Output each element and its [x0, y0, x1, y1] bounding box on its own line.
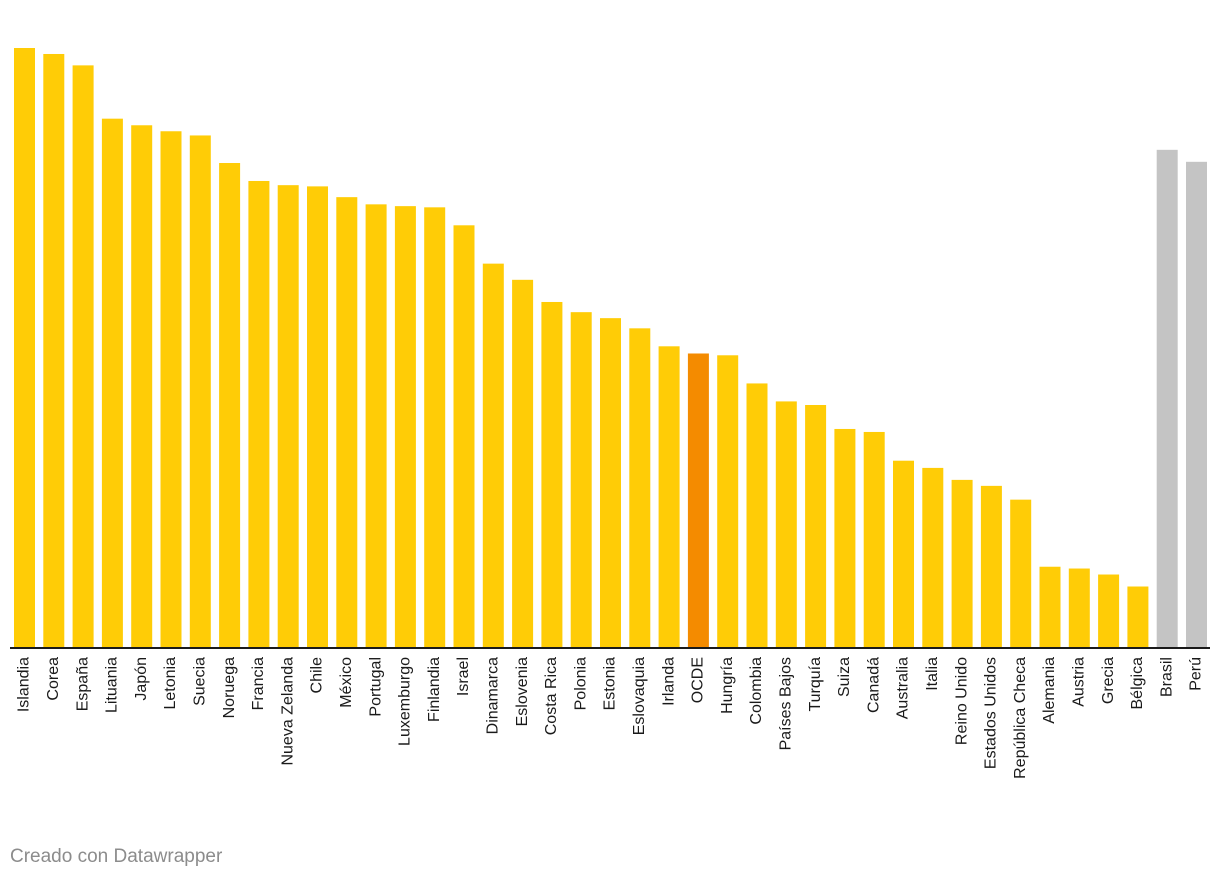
- tick-label-japon: Japón: [133, 657, 150, 701]
- tick-label-eslovaquia: Eslovaquia: [631, 657, 648, 735]
- tick-label-italia: Italia: [924, 657, 941, 691]
- bar-hungria[interactable]: [717, 355, 739, 647]
- bar-alemania[interactable]: [1039, 566, 1061, 647]
- tick-label-letonia: Letonia: [162, 657, 179, 710]
- bar-turquia[interactable]: [805, 405, 827, 647]
- bar-dinamarca[interactable]: [482, 263, 504, 647]
- tick-label-alemania: Alemania: [1041, 657, 1058, 724]
- tick-label-polonia: Polonia: [572, 657, 589, 710]
- bar-israel[interactable]: [453, 225, 475, 648]
- bar-mexico[interactable]: [336, 197, 358, 647]
- tick-label-suecia: Suecia: [192, 657, 209, 706]
- tick-label-luxemburgo: Luxemburgo: [397, 657, 414, 746]
- bar-brasil[interactable]: [1156, 149, 1178, 647]
- tick-label-portugal: Portugal: [367, 657, 384, 717]
- tick-label-australia: Australia: [895, 657, 912, 719]
- tick-label-brasil: Brasil: [1158, 657, 1175, 697]
- tick-label-hungria: Hungría: [719, 657, 736, 714]
- bar-eslovenia[interactable]: [512, 279, 534, 647]
- bar-reino-unido[interactable]: [951, 479, 973, 647]
- bar-letonia[interactable]: [160, 131, 182, 647]
- tick-label-suiza: Suiza: [836, 657, 853, 697]
- bar-chile[interactable]: [307, 186, 328, 647]
- tick-label-islandia: Islandia: [16, 657, 33, 712]
- tick-label-mexico: México: [338, 657, 355, 708]
- bar-espana[interactable]: [72, 65, 94, 648]
- tick-label-austria: Austria: [1071, 657, 1088, 707]
- tick-label-paises-bajos: Países Bajos: [778, 657, 795, 750]
- bar-austria[interactable]: [1068, 568, 1090, 647]
- bar-estados-unidos[interactable]: [980, 485, 1002, 647]
- bar-canada[interactable]: [863, 431, 885, 647]
- tick-label-turquia: Turquía: [807, 657, 824, 712]
- tick-label-israel: Israel: [455, 657, 472, 696]
- tick-label-republica-checa: República Checa: [1012, 657, 1029, 779]
- bar-republica-checa[interactable]: [1010, 499, 1032, 647]
- tick-label-espana: España: [74, 657, 91, 711]
- bar-suiza[interactable]: [834, 428, 856, 647]
- tick-label-nueva-zelanda: Nueva Zelanda: [279, 657, 296, 766]
- bar-noruega[interactable]: [219, 163, 241, 647]
- bar-estonia[interactable]: [600, 318, 621, 647]
- tick-label-corea: Corea: [45, 657, 62, 701]
- tick-label-chile: Chile: [309, 657, 326, 694]
- tick-label-finlandia: Finlandia: [426, 657, 443, 722]
- bar-finlandia[interactable]: [424, 207, 446, 647]
- tick-label-grecia: Grecia: [1100, 657, 1117, 704]
- tick-label-estados-unidos: Estados Unidos: [983, 657, 1000, 769]
- tick-label-dinamarca: Dinamarca: [485, 657, 502, 734]
- tick-label-belgica: Bélgica: [1129, 657, 1146, 710]
- bar-japon[interactable]: [131, 125, 153, 647]
- bar-islandia[interactable]: [14, 48, 35, 647]
- bar-ocde[interactable]: [687, 353, 709, 647]
- bar-polonia[interactable]: [570, 312, 592, 647]
- bar-francia[interactable]: [248, 180, 270, 648]
- bar-portugal[interactable]: [365, 204, 387, 647]
- bar-belgica[interactable]: [1127, 586, 1149, 648]
- tick-label-reino-unido: Reino Unido: [953, 657, 970, 745]
- bar-australia[interactable]: [893, 460, 914, 647]
- chart-credit[interactable]: Creado con Datawrapper: [10, 846, 223, 867]
- tick-label-peru: Perú: [1188, 657, 1205, 691]
- bar-italia[interactable]: [922, 467, 944, 647]
- bar-eslovaquia[interactable]: [629, 328, 651, 647]
- bar-irlanda[interactable]: [658, 346, 680, 647]
- tick-label-irlanda: Irlanda: [660, 657, 677, 706]
- tick-label-noruega: Noruega: [221, 657, 238, 718]
- bar-nueva-zelanda[interactable]: [277, 185, 299, 648]
- bar-corea[interactable]: [43, 53, 65, 648]
- category-labels-group: Islandia Corea España Lituania Japón Letonia S…: [16, 657, 1205, 779]
- bar-luxemburgo[interactable]: [394, 206, 416, 647]
- bar-paises-bajos[interactable]: [775, 401, 797, 647]
- tick-label-eslovenia: Eslovenia: [514, 657, 531, 726]
- tick-label-estonia: Estonia: [602, 657, 619, 710]
- tick-label-colombia: Colombia: [748, 657, 765, 725]
- tick-label-ocde: OCDE: [690, 657, 707, 703]
- bar-grecia[interactable]: [1098, 574, 1120, 647]
- bar-costa-rica[interactable]: [541, 301, 563, 647]
- tick-label-francia: Francia: [250, 657, 267, 710]
- bar-lituania[interactable]: [101, 118, 123, 648]
- tick-label-lituania: Lituania: [104, 657, 121, 713]
- tick-label-canada: Canadá: [865, 657, 882, 713]
- bar-colombia[interactable]: [746, 383, 768, 647]
- bar-chart: Islandia Corea España Lituania Japón Letonia S…: [10, 48, 1210, 779]
- tick-label-costa-rica: Costa Rica: [543, 657, 560, 735]
- bars-group: [14, 48, 1207, 648]
- bar-suecia[interactable]: [189, 135, 211, 647]
- bar-peru[interactable]: [1186, 161, 1207, 647]
